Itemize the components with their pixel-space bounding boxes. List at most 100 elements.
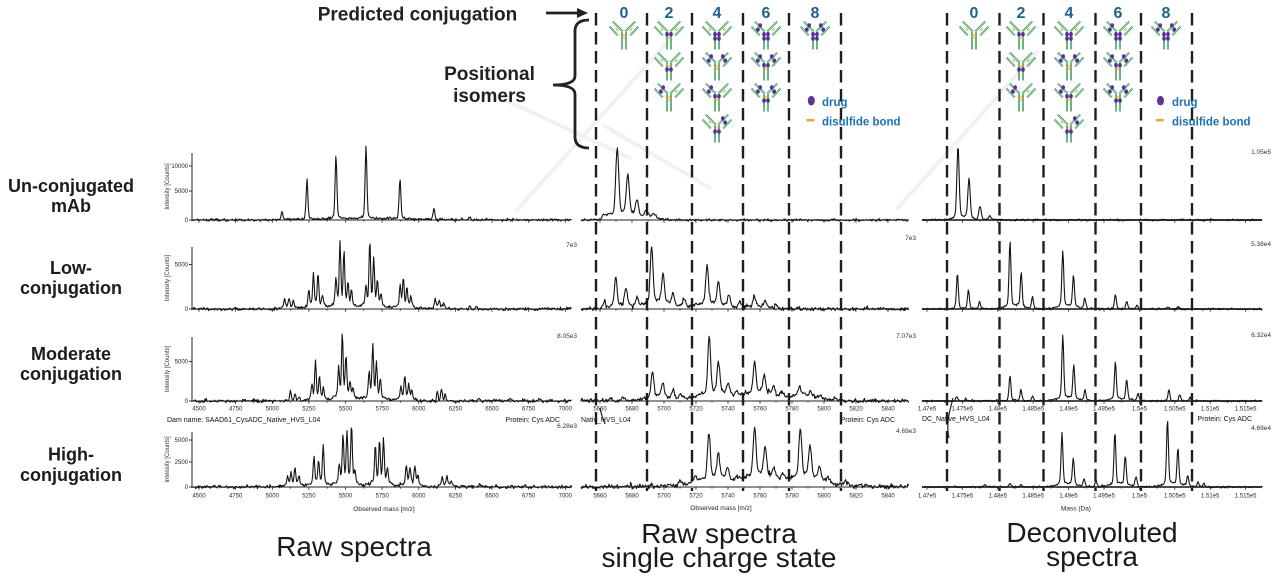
svg-text:5680: 5680 bbox=[625, 494, 639, 500]
svg-text:isomers: isomers bbox=[453, 86, 526, 107]
svg-text:0: 0 bbox=[620, 5, 629, 22]
svg-text:5780: 5780 bbox=[785, 494, 799, 500]
svg-text:4.69e4: 4.69e4 bbox=[1251, 425, 1271, 432]
svg-text:5500: 5500 bbox=[339, 494, 353, 500]
svg-text:High-: High- bbox=[48, 445, 94, 465]
svg-text:2: 2 bbox=[665, 5, 674, 22]
svg-text:5740: 5740 bbox=[721, 407, 735, 413]
svg-text:5000: 5000 bbox=[266, 407, 280, 413]
svg-text:4750: 4750 bbox=[229, 494, 243, 500]
svg-text:5250: 5250 bbox=[302, 494, 316, 500]
svg-text:1.505e5: 1.505e5 bbox=[1164, 407, 1186, 413]
svg-text:1.475e5: 1.475e5 bbox=[952, 494, 974, 500]
svg-text:1.47e5: 1.47e5 bbox=[918, 494, 937, 500]
svg-text:5000: 5000 bbox=[175, 189, 189, 195]
svg-text:1.51e5: 1.51e5 bbox=[1201, 407, 1220, 413]
svg-text:Raw spectra: Raw spectra bbox=[641, 518, 797, 549]
svg-text:5680: 5680 bbox=[625, 407, 639, 413]
svg-text:5720: 5720 bbox=[689, 407, 703, 413]
svg-text:single charge state: single charge state bbox=[601, 542, 836, 573]
svg-text:conjugation: conjugation bbox=[20, 364, 122, 384]
svg-text:6000: 6000 bbox=[412, 494, 426, 500]
svg-text:Mass (Da): Mass (Da) bbox=[1061, 506, 1091, 513]
svg-text:1.05e5: 1.05e5 bbox=[1251, 149, 1271, 156]
svg-text:1.495e5: 1.495e5 bbox=[1093, 407, 1115, 413]
svg-text:1.49e5: 1.49e5 bbox=[1059, 494, 1078, 500]
svg-text:4: 4 bbox=[1065, 5, 1074, 22]
svg-text:Intensity [Counts]: Intensity [Counts] bbox=[165, 436, 171, 483]
svg-text:4500: 4500 bbox=[192, 407, 206, 413]
svg-text:1.49e5: 1.49e5 bbox=[1059, 407, 1078, 413]
svg-text:5820: 5820 bbox=[849, 407, 863, 413]
svg-text:1.48e5: 1.48e5 bbox=[989, 494, 1008, 500]
svg-text:drug: drug bbox=[1172, 97, 1198, 109]
svg-text:5760: 5760 bbox=[753, 494, 767, 500]
svg-text:Low-: Low- bbox=[50, 258, 92, 278]
svg-text:5840: 5840 bbox=[881, 407, 895, 413]
svg-text:5660: 5660 bbox=[593, 494, 607, 500]
svg-text:Un-conjugated: Un-conjugated bbox=[8, 176, 134, 196]
svg-text:disulfide bond: disulfide bond bbox=[1172, 117, 1251, 129]
svg-text:5000: 5000 bbox=[175, 360, 189, 366]
svg-text:0: 0 bbox=[185, 399, 189, 405]
svg-text:Intensity [Counts]: Intensity [Counts] bbox=[165, 254, 171, 301]
svg-text:5760: 5760 bbox=[753, 407, 767, 413]
svg-text:6: 6 bbox=[1114, 5, 1123, 22]
svg-text:6250: 6250 bbox=[449, 407, 463, 413]
svg-text:1.51e5: 1.51e5 bbox=[1201, 494, 1220, 500]
svg-text:Intensity [Counts]: Intensity [Counts] bbox=[165, 163, 171, 210]
svg-text:5700: 5700 bbox=[657, 494, 671, 500]
svg-text:7e3: 7e3 bbox=[905, 235, 916, 242]
svg-text:disulfide bond: disulfide bond bbox=[822, 117, 901, 129]
svg-text:6000: 6000 bbox=[412, 407, 426, 413]
svg-text:Predicted conjugation: Predicted conjugation bbox=[318, 5, 518, 26]
svg-text:Intensity [Counts]: Intensity [Counts] bbox=[165, 345, 171, 392]
svg-text:5800: 5800 bbox=[817, 407, 831, 413]
svg-text:5800: 5800 bbox=[817, 494, 831, 500]
svg-text:5.38e4: 5.38e4 bbox=[1251, 241, 1271, 248]
svg-text:10000: 10000 bbox=[171, 164, 188, 170]
svg-text:8.05e3: 8.05e3 bbox=[557, 333, 577, 340]
svg-text:6: 6 bbox=[762, 5, 771, 22]
svg-text:6.32e4: 6.32e4 bbox=[1251, 332, 1271, 339]
svg-text:1.495e5: 1.495e5 bbox=[1093, 494, 1115, 500]
svg-text:5700: 5700 bbox=[657, 407, 671, 413]
svg-text:5250: 5250 bbox=[302, 407, 316, 413]
svg-text:0: 0 bbox=[185, 485, 189, 491]
svg-text:0: 0 bbox=[185, 218, 189, 224]
svg-text:4.69e3: 4.69e3 bbox=[896, 428, 916, 435]
svg-text:1.5e5: 1.5e5 bbox=[1132, 407, 1148, 413]
svg-text:5000: 5000 bbox=[175, 438, 189, 444]
svg-text:0: 0 bbox=[185, 307, 189, 313]
svg-text:7000: 7000 bbox=[559, 407, 573, 413]
svg-text:1.48e5: 1.48e5 bbox=[989, 407, 1008, 413]
svg-text:5750: 5750 bbox=[375, 407, 389, 413]
svg-text:Protein: Cys ADC: Protein: Cys ADC bbox=[841, 417, 895, 424]
svg-text:DC_Native_HVS_L04: DC_Native_HVS_L04 bbox=[922, 416, 990, 423]
svg-text:5840: 5840 bbox=[881, 494, 895, 500]
svg-text:spectra: spectra bbox=[1046, 541, 1138, 572]
svg-text:2: 2 bbox=[1017, 5, 1026, 22]
svg-text:7e3: 7e3 bbox=[566, 242, 577, 249]
svg-text:0: 0 bbox=[970, 5, 979, 22]
svg-text:5750: 5750 bbox=[375, 494, 389, 500]
svg-text:5500: 5500 bbox=[339, 407, 353, 413]
svg-text:5720: 5720 bbox=[689, 494, 703, 500]
svg-text:Deconvoluted: Deconvoluted bbox=[1006, 517, 1177, 548]
svg-text:6.28e3: 6.28e3 bbox=[557, 423, 577, 430]
svg-text:1.47e5: 1.47e5 bbox=[918, 407, 937, 413]
svg-text:7000: 7000 bbox=[559, 494, 573, 500]
svg-text:Positional: Positional bbox=[444, 64, 535, 85]
svg-text:8: 8 bbox=[811, 5, 820, 22]
svg-text:4750: 4750 bbox=[229, 407, 243, 413]
svg-text:5780: 5780 bbox=[785, 407, 799, 413]
svg-text:1.475e5: 1.475e5 bbox=[952, 407, 974, 413]
svg-text:drug: drug bbox=[822, 97, 848, 109]
svg-text:1.505e5: 1.505e5 bbox=[1164, 494, 1186, 500]
svg-text:1.485e5: 1.485e5 bbox=[1022, 494, 1044, 500]
svg-text:1.515e5: 1.515e5 bbox=[1235, 494, 1257, 500]
svg-text:2500: 2500 bbox=[175, 460, 189, 466]
svg-text:Raw spectra: Raw spectra bbox=[276, 531, 432, 562]
svg-text:conjugation: conjugation bbox=[20, 278, 122, 298]
svg-text:7.07e3: 7.07e3 bbox=[896, 333, 916, 340]
